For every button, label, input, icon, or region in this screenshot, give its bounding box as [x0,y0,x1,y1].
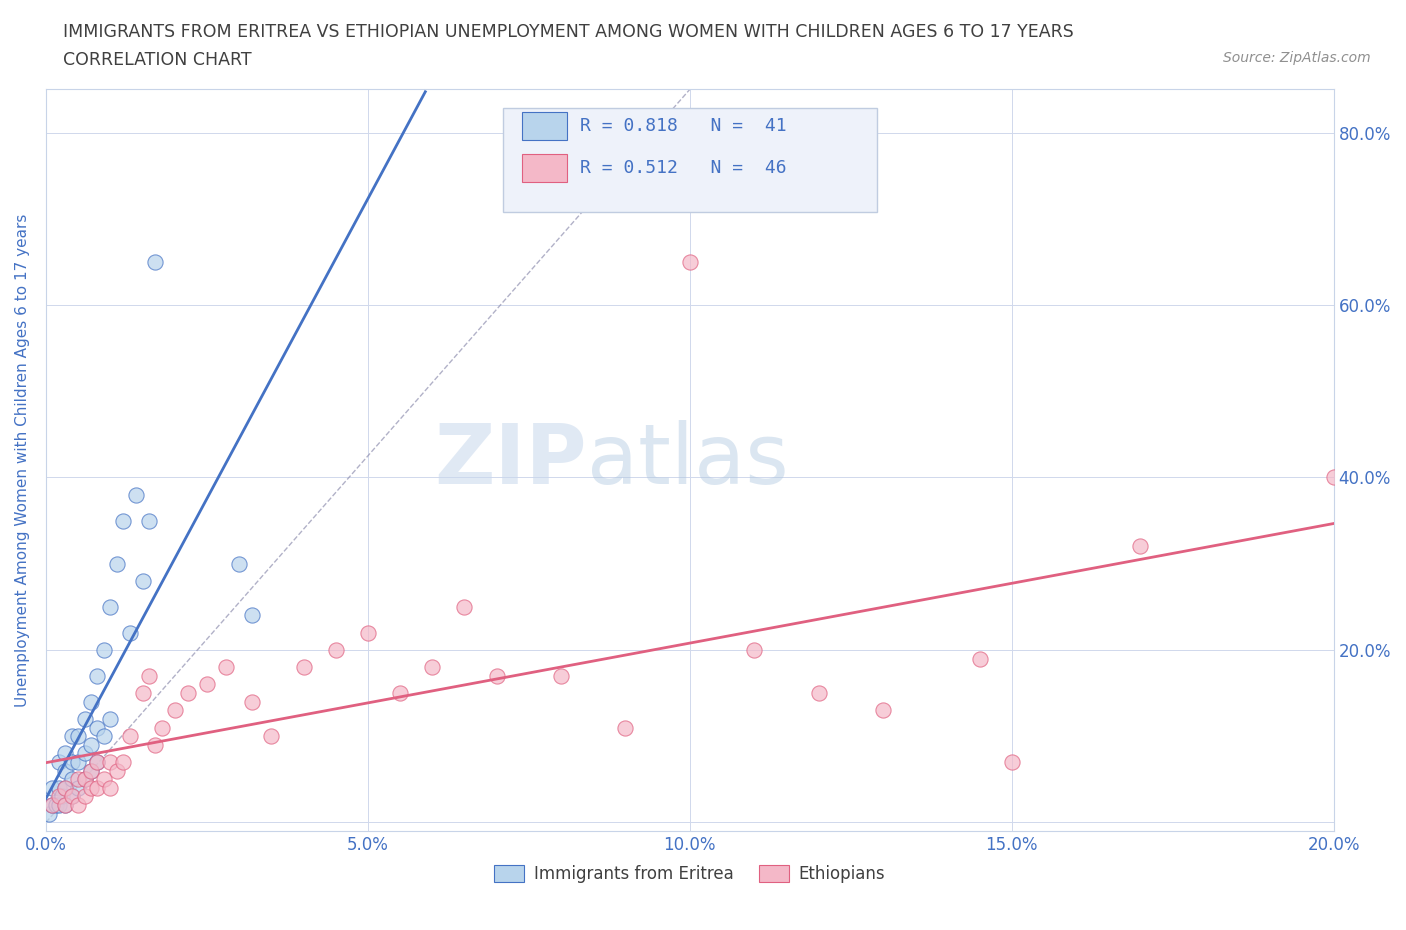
Point [118,625,141,640]
Point [228,556,250,571]
Point [131,574,153,589]
Point [1001,754,1024,769]
Point [389,685,412,700]
Point [215,659,238,674]
Point [41,780,63,795]
Point [53,780,76,795]
Point [292,659,315,674]
Point [98,754,121,769]
Point [150,720,173,735]
Point [93,729,115,744]
Point [260,729,283,744]
Point [67,780,90,795]
Point [98,599,121,614]
Point [357,625,380,640]
Point [485,669,508,684]
Point [73,772,96,787]
Point [138,669,160,684]
Point [80,764,103,778]
Point [420,659,443,674]
Point [60,789,83,804]
Point [53,780,76,795]
Point [145,255,167,270]
Point [93,643,115,658]
Point [73,711,96,726]
Point [614,720,637,735]
Bar [523,112,568,140]
Point [45,798,67,813]
Legend: Immigrants from Eritrea, Ethiopians: Immigrants from Eritrea, Ethiopians [488,857,893,889]
Point [131,685,153,700]
Point [48,798,70,813]
Point [73,772,96,787]
Point [67,772,90,787]
Point [67,754,90,769]
Point [969,651,991,666]
Point [80,737,103,752]
Y-axis label: Unemployment Among Women with Children Ages 6 to 17 years: Unemployment Among Women with Children A… [15,214,30,707]
Text: atlas: atlas [586,419,789,500]
Point [1129,539,1152,554]
Point [67,798,90,813]
Point [60,789,83,804]
Point [60,729,83,744]
Point [86,720,108,735]
Text: R = 0.512   N =  46: R = 0.512 N = 46 [581,159,787,177]
Point [48,780,70,795]
Point [453,599,475,614]
Point [240,608,263,623]
Bar [523,154,568,182]
Point [807,685,830,700]
Point [60,754,83,769]
Point [53,764,76,778]
Point [53,798,76,813]
Point [138,513,160,528]
Point [105,764,128,778]
Point [48,754,70,769]
Point [86,754,108,769]
Point [550,669,572,684]
Point [80,764,103,778]
Point [48,789,70,804]
Text: CORRELATION CHART: CORRELATION CHART [63,51,252,69]
Point [73,789,96,804]
Point [112,513,135,528]
Point [73,746,96,761]
Point [86,669,108,684]
Text: IMMIGRANTS FROM ERITREA VS ETHIOPIAN UNEMPLOYMENT AMONG WOMEN WITH CHILDREN AGES: IMMIGRANTS FROM ERITREA VS ETHIOPIAN UNE… [63,23,1074,41]
Point [51,789,73,804]
Point [240,694,263,709]
Point [53,746,76,761]
Point [195,677,218,692]
Point [41,798,63,813]
Text: R = 0.818   N =  41: R = 0.818 N = 41 [581,117,787,135]
Point [118,729,141,744]
Point [80,780,103,795]
Text: Source: ZipAtlas.com: Source: ZipAtlas.com [1223,51,1371,65]
Point [86,754,108,769]
Point [872,703,894,718]
Point [679,255,702,270]
Point [325,643,347,658]
Point [67,729,90,744]
Point [105,556,128,571]
Point [98,780,121,795]
Point [86,780,108,795]
Point [125,487,148,502]
Point [93,772,115,787]
Point [60,772,83,787]
Point [41,798,63,813]
Point [145,737,167,752]
Point [53,798,76,813]
Point [1323,470,1346,485]
Point [98,711,121,726]
Point [742,643,765,658]
Text: ZIP: ZIP [434,419,586,500]
Point [38,806,60,821]
FancyBboxPatch shape [503,108,876,212]
Point [112,754,135,769]
Point [163,703,186,718]
Point [176,685,198,700]
Point [80,694,103,709]
